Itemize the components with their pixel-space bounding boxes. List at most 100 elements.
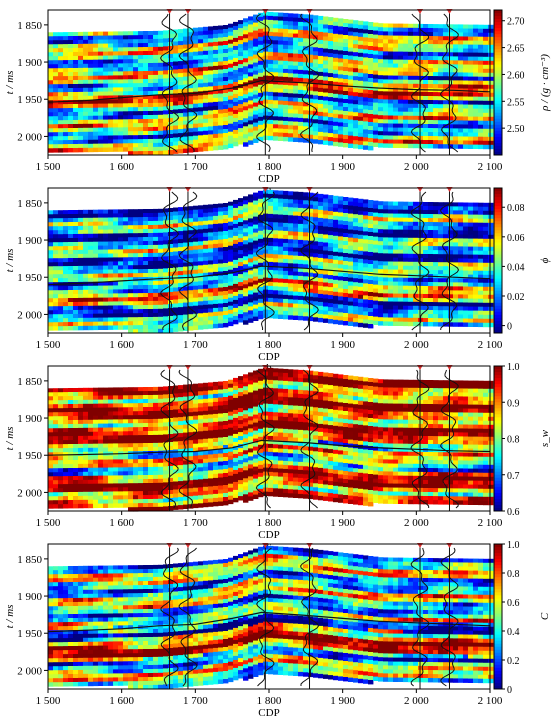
heatmap-cell xyxy=(103,325,109,330)
heatmap-cell xyxy=(128,51,134,56)
heatmap-cell xyxy=(208,90,214,95)
heatmap-cell xyxy=(298,101,304,107)
heatmap-cell xyxy=(393,127,399,132)
heatmap-cell xyxy=(353,72,359,77)
heatmap-cell xyxy=(123,305,129,310)
heatmap-cell xyxy=(178,271,184,276)
heatmap-cell xyxy=(228,321,234,327)
heatmap-cell xyxy=(273,28,279,33)
heatmap-cell xyxy=(378,277,384,282)
heatmap-cell xyxy=(413,99,419,105)
heatmap-cell xyxy=(398,123,404,128)
heatmap-cell xyxy=(128,147,134,152)
heatmap-cell xyxy=(123,321,129,326)
heatmap-cell xyxy=(88,135,94,141)
heatmap-cell xyxy=(233,93,239,99)
heatmap-cell xyxy=(408,143,414,149)
heatmap-cell xyxy=(78,99,84,105)
heatmap-cell xyxy=(378,119,384,124)
heatmap-cell xyxy=(218,291,224,296)
heatmap-cell xyxy=(483,36,489,42)
heatmap-cell xyxy=(63,302,69,307)
heatmap-cell xyxy=(213,33,219,39)
heatmap-cell xyxy=(408,119,414,125)
heatmap-cell xyxy=(403,111,409,117)
heatmap-cell xyxy=(383,51,389,56)
heatmap-cell xyxy=(53,286,59,291)
heatmap-cell xyxy=(93,43,99,49)
heatmap-cell xyxy=(258,80,264,86)
heatmap-cell xyxy=(373,34,379,39)
heatmap-cell xyxy=(218,105,224,110)
heatmap-cell xyxy=(318,293,324,299)
heatmap-cell xyxy=(388,111,394,116)
heatmap-cell xyxy=(138,119,144,124)
heatmap-cell xyxy=(173,137,179,142)
heatmap-cell xyxy=(218,113,224,118)
heatmap-cell xyxy=(383,273,389,278)
colorbar-segment xyxy=(494,148,502,153)
heatmap-cell xyxy=(158,320,164,326)
heatmap-cell xyxy=(118,325,124,330)
heatmap-cell xyxy=(368,308,374,313)
heatmap-cell xyxy=(278,68,284,73)
heatmap-cell xyxy=(278,16,284,21)
heatmap-cell xyxy=(338,296,344,301)
heatmap-cell xyxy=(248,92,254,97)
heatmap-cell xyxy=(368,224,374,229)
heatmap-cell xyxy=(268,193,274,199)
heatmap-cell xyxy=(223,117,229,122)
heatmap-cell xyxy=(208,324,214,329)
heatmap-cell xyxy=(308,316,314,322)
heatmap-cell xyxy=(358,128,364,134)
heatmap-cell xyxy=(253,240,259,245)
heatmap-cell xyxy=(78,217,84,223)
heatmap-cell xyxy=(163,312,169,317)
heatmap-cell xyxy=(268,273,274,279)
heatmap-cell xyxy=(318,281,324,287)
heatmap-cell xyxy=(403,55,409,61)
heatmap-cell xyxy=(158,232,164,238)
heatmap-cell xyxy=(148,217,154,222)
heatmap-cell xyxy=(73,48,79,53)
heatmap-cell xyxy=(133,143,139,148)
heatmap-cell xyxy=(323,108,329,113)
heatmap-cell xyxy=(398,67,404,72)
heatmap-cell xyxy=(203,216,209,222)
heatmap-cell xyxy=(328,89,334,94)
heatmap-cell xyxy=(308,284,314,290)
heatmap-cell xyxy=(148,95,154,100)
heatmap-cell xyxy=(393,27,399,32)
heatmap-cell xyxy=(143,43,149,48)
heatmap-cell xyxy=(233,137,239,143)
heatmap-cell xyxy=(63,120,69,125)
heatmap-cell xyxy=(463,104,469,109)
heatmap-cell xyxy=(423,128,429,133)
heatmap-cell xyxy=(198,213,204,218)
heatmap-cell xyxy=(368,272,374,277)
heatmap-cell xyxy=(103,123,109,128)
heatmap-cell xyxy=(153,284,159,290)
heatmap-cell xyxy=(318,67,324,73)
heatmap-cell xyxy=(173,45,179,50)
heatmap-cell xyxy=(398,111,404,116)
heatmap-cell xyxy=(383,225,389,230)
heatmap-cell xyxy=(73,210,79,215)
heatmap-cell xyxy=(188,52,194,57)
heatmap-cell xyxy=(438,124,444,129)
heatmap-cell xyxy=(463,48,469,53)
heatmap-cell xyxy=(138,59,144,64)
heatmap-cell xyxy=(73,132,79,137)
heatmap-cell xyxy=(253,232,259,237)
heatmap-cell xyxy=(68,250,74,255)
heatmap-cell xyxy=(173,133,179,138)
heatmap-cell xyxy=(328,263,334,268)
heatmap-cell xyxy=(323,238,329,243)
heatmap-cell xyxy=(458,64,464,69)
heatmap-cell xyxy=(338,50,344,55)
heatmap-cell xyxy=(308,110,314,116)
heatmap-cell xyxy=(103,39,109,44)
heatmap-cell xyxy=(68,52,74,57)
heatmap-cell xyxy=(373,110,379,115)
heatmap-cell xyxy=(248,238,254,243)
